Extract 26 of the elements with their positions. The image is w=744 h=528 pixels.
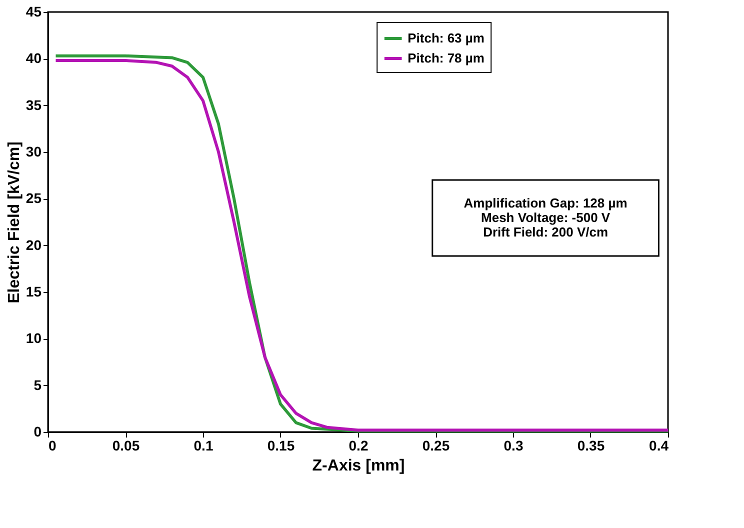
x-tick-label: 0.4 (649, 438, 669, 454)
y-tick-label: 30 (26, 144, 42, 160)
legend-label: Pitch: 63 µm (408, 30, 484, 46)
x-tick-label: 0.15 (267, 438, 295, 454)
y-tick-label: 40 (26, 50, 42, 66)
x-tick-label: 0.25 (422, 438, 450, 454)
annotation: Amplification Gap: 128 µm (464, 195, 628, 210)
y-tick-label: 20 (26, 236, 42, 253)
annotation: Drift Field: 200 V/cm (483, 224, 608, 240)
y-tick-label: 0 (34, 424, 42, 440)
y-tick-label: 45 (26, 4, 42, 20)
x-tick-label: 0.05 (112, 438, 140, 454)
y-tick-label: 25 (26, 190, 42, 206)
x-axis-title: Z-Axis [mm] (312, 458, 405, 474)
y-tick-label: 10 (26, 330, 42, 346)
annotation: Mesh Voltage: -500 V (481, 210, 610, 225)
x-tick-label: 0.2 (348, 438, 368, 454)
legend-label: Pitch: 78 µm (408, 50, 484, 66)
x-tick-label: 0.1 (194, 438, 214, 454)
y-tick-label: 5 (34, 376, 42, 393)
y-tick-label: 35 (26, 96, 42, 113)
x-tick-label: 0.3 (504, 438, 524, 454)
x-tick-label: 0.35 (577, 438, 605, 454)
y-tick-label: 15 (26, 284, 42, 300)
y-axis-title: Electric Field [kV/cm] (6, 142, 23, 304)
x-tick-label: 0 (48, 438, 56, 454)
